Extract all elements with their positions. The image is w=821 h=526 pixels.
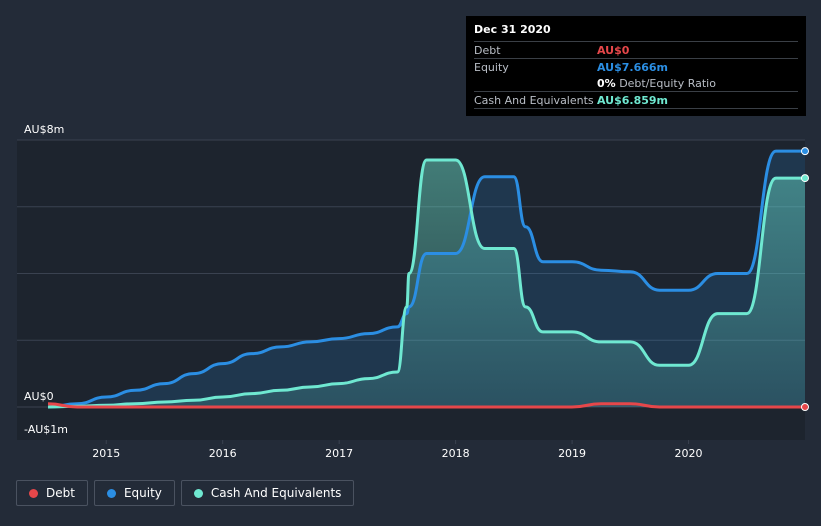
equity-end-marker[interactable] (801, 147, 809, 156)
legend-label-equity: Equity (123, 486, 162, 500)
cash-dot-icon (193, 488, 203, 498)
tooltip-cash-value: AU$6.859m (597, 93, 669, 107)
equity-line (47, 149, 805, 409)
x-tick-label: 2019 (558, 447, 586, 460)
debt-dot-icon (29, 488, 38, 498)
tooltip-row-debt: Debt AU$0 (474, 41, 798, 58)
legend-item-debt[interactable]: Debt (16, 480, 88, 506)
tooltip-date: Dec 31 2020 (474, 23, 551, 36)
legend-item-cash[interactable]: Cash And Equivalents (180, 480, 355, 506)
x-tick-label: 2016 (209, 447, 237, 460)
equity-dot-icon (106, 488, 116, 498)
debt-line (47, 402, 805, 409)
legend-label-cash: Cash And Equivalents (210, 486, 342, 500)
tooltip-debt-value: AU$0 (597, 43, 630, 57)
x-tick-label: 2018 (442, 447, 470, 460)
tooltip-row-ratio: 0% Debt/Equity Ratio (474, 75, 798, 91)
tooltip-cash-label: Cash And Equivalents (474, 93, 594, 107)
y-tick-label: AU$0 (24, 390, 54, 403)
cash-and-equivalents-area (48, 160, 805, 407)
legend-item-equity[interactable]: Equity (93, 480, 175, 506)
tooltip-ratio-value: 0% (597, 76, 616, 90)
x-tick-label: 2017 (325, 447, 353, 460)
tooltip-debt-label: Debt (474, 43, 501, 57)
data-tooltip: Dec 31 2020 Debt AU$0 Equity AU$7.666m 0… (466, 16, 806, 116)
debt-end-marker[interactable] (801, 403, 809, 411)
x-tick-label: 2020 (675, 447, 703, 460)
y-tick-label: AU$8m (24, 123, 64, 136)
legend-label-debt: Debt (46, 486, 75, 500)
cash-and-equivalents-line (47, 158, 805, 409)
cash-and-equivalents-end-marker[interactable] (801, 174, 809, 183)
legend: Debt Equity Cash And Equivalents (16, 480, 355, 506)
tooltip-row-cash: Cash And Equivalents AU$6.859m (474, 91, 798, 108)
tooltip-equity-value: AU$7.666m (597, 60, 669, 74)
tooltip-equity-label: Equity (474, 60, 509, 74)
tooltip-row-equity: Equity AU$7.666m (474, 58, 798, 75)
y-tick-label: -AU$1m (24, 423, 68, 436)
tooltip-ratio-label: Debt/Equity Ratio (619, 76, 716, 90)
x-tick-label: 2015 (92, 447, 120, 460)
